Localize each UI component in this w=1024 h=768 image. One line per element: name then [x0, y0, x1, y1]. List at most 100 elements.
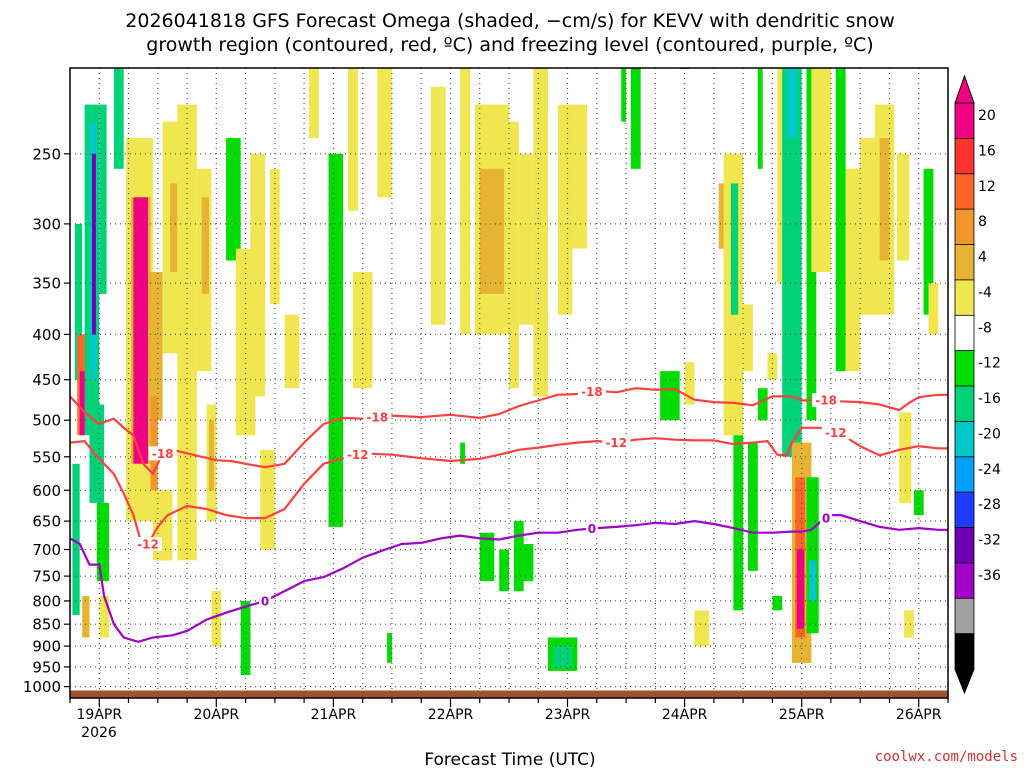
omega-cell-92 [923, 168, 934, 315]
colorbar-label-12: -32 [978, 533, 1001, 549]
chart-title-line1: 2026041818 GFS Forecast Omega (shaded, −… [125, 10, 894, 32]
contour-label-bg-2-2 [820, 511, 833, 526]
colorbar-label-8: -16 [978, 391, 1001, 407]
omega-cell-83 [835, 68, 846, 372]
contour-label-bg-1-2 [602, 435, 631, 450]
omega-cell-11 [82, 596, 90, 638]
omega-cell-35 [309, 68, 319, 139]
omega-cell-36 [328, 153, 344, 527]
omega-cell-38 [352, 272, 373, 389]
omega-cell-31 [260, 449, 275, 550]
colorbar-swatch-1 [954, 137, 975, 175]
omega-cell-41 [460, 68, 470, 335]
y-tick-label-850: 850 [32, 616, 61, 634]
y-tick-label-900: 900 [32, 638, 61, 656]
colorbar-label-0: 20 [978, 108, 996, 124]
x-tick-label-21APR: 21APR [311, 707, 357, 723]
omega-cell-40 [431, 86, 446, 325]
omega-cell-12 [99, 596, 110, 638]
contour-line-2 [70, 514, 948, 643]
omega-cell-44 [509, 121, 519, 389]
y-tick-label-950: 950 [32, 658, 61, 676]
colorbar-swatch-13 [954, 562, 975, 600]
contour-label-2-1: 0 [588, 522, 596, 536]
omega-cell-51 [499, 549, 509, 592]
omega-cell-75 [787, 68, 797, 139]
temperature-contours: -18 -18 -18 -18 -12 -12 -12 -12 0 0 0 [70, 384, 948, 643]
omega-cell-49 [460, 442, 466, 464]
omega-cell-39 [377, 68, 392, 198]
omega-cell-8 [89, 404, 105, 503]
colorbar-label-9: -20 [978, 426, 1001, 442]
omega-cell-18 [150, 396, 158, 491]
x-tick-label-20APR: 20APR [194, 707, 240, 723]
y-tick-label-250: 250 [32, 145, 61, 163]
y-tick-label-800: 800 [32, 592, 61, 610]
colorbar-swatch-15 [954, 633, 975, 670]
omega-cell-89 [899, 412, 912, 503]
omega-cell-45 [518, 153, 534, 325]
y-tick-label-700: 700 [32, 541, 61, 559]
credit-text: coolwx.com/models [875, 749, 1018, 765]
omega-cell-50 [479, 532, 495, 582]
y-tick-label-500: 500 [32, 412, 61, 430]
contour-label-2-2: 0 [822, 512, 830, 526]
colorbar-swatch-11 [954, 491, 975, 529]
contour-label-bg-1-3 [821, 425, 850, 440]
colorbar-swatch-12 [954, 527, 975, 564]
y-tick-label-650: 650 [32, 513, 61, 531]
colorbar-label-6: -8 [978, 320, 992, 336]
omega-cell-55 [552, 646, 573, 667]
omega-cell-68 [748, 442, 758, 571]
y-tick-label-1000: 1000 [23, 678, 61, 696]
y-tick-label-300: 300 [32, 215, 61, 233]
omega-cell-33 [240, 600, 251, 675]
omega-cell-28 [226, 138, 241, 261]
contour-label-bg-0-0 [148, 446, 177, 461]
omega-cell-80 [806, 477, 819, 634]
omega-cell-66 [733, 435, 744, 611]
omega-cell-57 [621, 68, 627, 122]
x-tick-label-22APR: 22APR [428, 707, 474, 723]
omega-cell-48 [567, 104, 587, 249]
omega-cell-9 [96, 502, 109, 582]
omega-cell-52 [513, 521, 524, 592]
colorbar-label-1: 16 [978, 143, 996, 159]
ground-band [70, 690, 948, 698]
omega-cell-62 [694, 610, 709, 647]
colorbar-swatch-9 [954, 420, 975, 458]
omega-cell-72 [772, 596, 783, 611]
colorbar-label-4: 4 [978, 250, 987, 266]
omega-cell-67 [743, 304, 753, 372]
omega-cell-5 [99, 104, 107, 294]
x-tick-label-24APR: 24APR [662, 707, 708, 723]
omega-cell-30 [250, 153, 266, 397]
contour-label-1-1: -12 [347, 448, 369, 462]
omega-cell-74 [782, 68, 802, 457]
contour-label-0-1: -18 [366, 411, 388, 425]
contour-label-2-0: 0 [261, 594, 269, 608]
omega-cell-59 [660, 371, 680, 421]
colorbar-swatch-5 [954, 279, 975, 317]
omega-colorbar: 20 16 12 8 4 -4 -8 -12 -16 -20 -24 -28 -32 -36 [954, 74, 1001, 695]
x-tick-label-25APR: 25APR [779, 707, 825, 723]
ground-surface [70, 690, 948, 698]
contour-label-1-2: -12 [605, 436, 627, 450]
y-tick-label-750: 750 [32, 568, 61, 586]
colorbar-label-2: 12 [978, 179, 996, 195]
contour-label-bg-1-1 [343, 447, 372, 462]
omega-cell-24 [201, 197, 209, 294]
omega-cell-22 [177, 104, 197, 561]
colorbar-label-13: -36 [978, 568, 1001, 584]
y-tick-label-350: 350 [32, 275, 61, 293]
omega-cell-71 [767, 353, 778, 380]
year-label: 2026 [81, 725, 117, 741]
omega-cell-78 [796, 549, 805, 629]
contour-label-bg-0-3 [812, 393, 841, 408]
omega-cell-16 [133, 197, 148, 464]
omega-cell-17 [148, 272, 163, 421]
x-tick-label-23APR: 23APR [545, 707, 591, 723]
colorbar-bottom-arrow [954, 668, 975, 695]
omega-cell-37 [348, 68, 358, 211]
